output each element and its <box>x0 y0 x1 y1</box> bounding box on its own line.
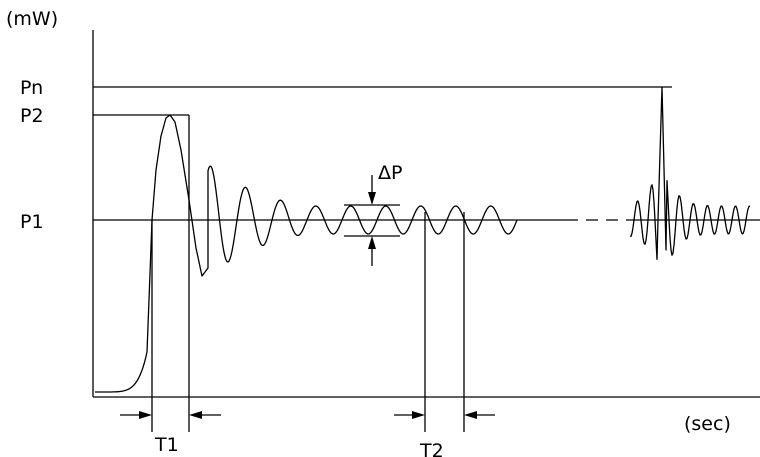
t2-label: T2 <box>419 440 444 457</box>
t2-left-arrowhead <box>412 411 425 419</box>
pn-label: Pn <box>20 77 43 99</box>
t2-right-arrowhead <box>464 411 477 419</box>
x-axis-unit-label: (sec) <box>684 413 731 435</box>
t1-left-arrowhead <box>139 411 152 419</box>
y-axis-unit-label: (mW) <box>6 8 58 30</box>
delta-p-upper-arrowhead <box>368 192 376 205</box>
t1-right-arrowhead <box>189 411 202 419</box>
delta-p-label: ΔP <box>378 162 402 184</box>
power-response-waveform <box>95 114 518 393</box>
spike-waveform <box>629 86 750 261</box>
delta-p-lower-arrowhead <box>368 236 376 249</box>
p2-label: P2 <box>20 105 44 127</box>
t1-label: T1 <box>154 434 179 456</box>
p1-label: P1 <box>20 211 44 233</box>
